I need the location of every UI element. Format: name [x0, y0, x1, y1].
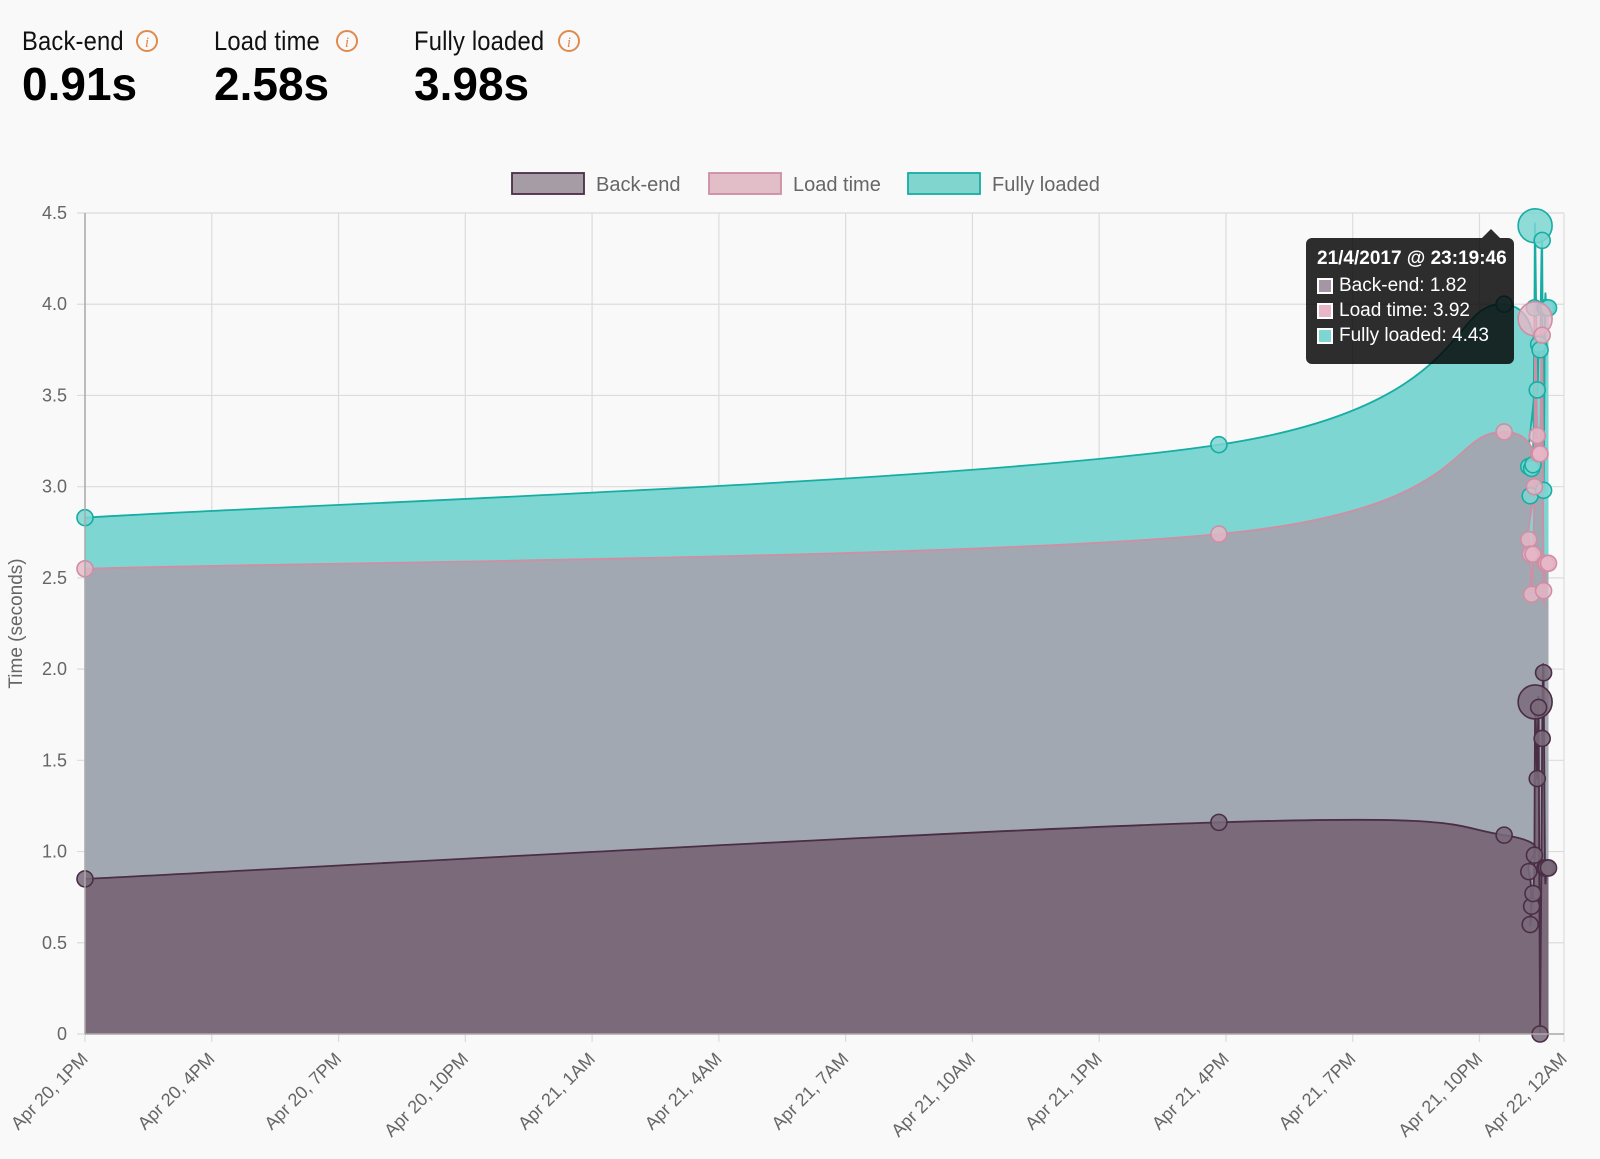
data-point-backend	[1524, 884, 1542, 903]
y-tick-label: 1.0	[42, 842, 67, 862]
tooltip-row-text: Load time: 3.92	[1339, 300, 1470, 321]
x-tick-label: Apr 21, 1PM	[1021, 1049, 1106, 1134]
data-point-load-time	[1210, 525, 1228, 543]
x-tick-label: Apr 22, 12AM	[1479, 1049, 1571, 1141]
data-point-fully-loaded	[1531, 341, 1549, 359]
legend-label-load-time: Load time	[793, 174, 881, 196]
y-tick-label: 3.0	[42, 477, 67, 497]
data-point-load-time	[1533, 326, 1551, 345]
x-tick-label: Apr 20, 1PM	[7, 1049, 92, 1134]
y-tick-label: 1.5	[42, 750, 67, 770]
data-point-backend	[1525, 846, 1544, 865]
metric-load-time: Load time i 2.58s	[214, 26, 358, 110]
metric-value: 0.91s	[22, 58, 138, 110]
metric-value: 2.58s	[214, 58, 330, 110]
x-tick-label: Apr 21, 4AM	[641, 1049, 726, 1134]
x-tick-label: Apr 21, 7PM	[1275, 1049, 1360, 1134]
legend-swatch-backend	[511, 172, 585, 195]
data-point-backend	[1519, 862, 1538, 881]
y-tick-label: 0.5	[42, 933, 67, 953]
y-tick-label: 2.0	[42, 659, 67, 679]
data-point-backend	[1533, 729, 1551, 748]
data-point-load-time	[1531, 445, 1549, 463]
x-tick-label: Apr 20, 7PM	[260, 1049, 345, 1134]
tooltip-row-backend: Back-end: 1.82	[1317, 276, 1514, 295]
legend-label-backend: Back-end	[596, 174, 681, 196]
data-point-backend	[1539, 859, 1558, 877]
metric-fully-loaded: Fully loaded i 3.98s	[414, 26, 580, 110]
tooltip-swatch	[1317, 277, 1333, 294]
x-tick-label: Apr 21, 1AM	[514, 1049, 599, 1134]
y-tick-label: 4.0	[42, 294, 67, 314]
tooltip-row-text: Back-end: 1.82	[1339, 275, 1467, 296]
info-icon[interactable]: i	[336, 30, 358, 52]
tooltip-swatch	[1317, 327, 1333, 344]
x-tick-label: Apr 21, 10PM	[1394, 1049, 1486, 1141]
data-point-fully-loaded	[1528, 381, 1547, 399]
metric-label: Fully loaded	[414, 26, 545, 56]
data-point-backend	[1534, 663, 1553, 682]
metric-label: Back-end	[22, 26, 124, 56]
tooltip-swatch	[1317, 302, 1333, 319]
data-point-backend	[1210, 813, 1228, 832]
y-tick-label: 0	[57, 1024, 67, 1044]
data-point-load-time	[1524, 545, 1542, 563]
data-point-load-time	[1528, 426, 1547, 445]
chart-tooltip: 21/4/2017 @ 23:19:46 Back-end: 1.82 Load…	[1306, 229, 1514, 364]
y-tick-label: 2.5	[42, 568, 67, 588]
legend-label-fully-loaded: Fully loaded	[992, 174, 1100, 196]
info-icon[interactable]: i	[558, 30, 580, 52]
x-tick-label: Apr 20, 4PM	[134, 1049, 219, 1134]
x-tick-label: Apr 21, 10AM	[887, 1049, 979, 1141]
x-tick-label: Apr 21, 4PM	[1148, 1049, 1233, 1134]
data-point-load-time	[1534, 581, 1553, 600]
metric-backend: Back-end i 0.91s	[22, 26, 158, 110]
data-point-load-time	[1495, 423, 1513, 441]
tooltip-title: 21/4/2017 @ 23:19:46	[1317, 248, 1507, 269]
data-point-backend	[1495, 826, 1513, 844]
metric-value: 3.98s	[414, 58, 530, 110]
series-area-backend	[85, 664, 1549, 1035]
tooltip-row-text: Fully loaded: 4.43	[1339, 325, 1489, 346]
info-icon[interactable]: i	[136, 30, 158, 52]
tooltip-row-fully-loaded: Fully loaded: 4.43	[1317, 326, 1514, 345]
data-point-backend	[1529, 698, 1548, 717]
y-axis-label: Time (seconds)	[6, 558, 27, 688]
tooltip-row-load-time: Load time: 3.92	[1317, 301, 1514, 320]
data-point-backend	[1521, 915, 1539, 934]
legend-swatch-load-time	[708, 172, 782, 195]
x-tick-label: Apr 21, 7AM	[768, 1049, 853, 1134]
data-point-load-time	[1519, 530, 1538, 549]
y-tick-label: 4.5	[42, 203, 67, 223]
legend-swatch-fully-loaded	[907, 172, 981, 195]
data-point-load-time	[1539, 554, 1558, 573]
data-point-fully-loaded	[1533, 231, 1551, 250]
x-tick-label: Apr 20, 10PM	[380, 1049, 472, 1141]
data-point-load-time	[1525, 477, 1544, 496]
y-tick-label: 3.5	[42, 385, 67, 405]
data-point-backend	[1528, 769, 1547, 788]
data-point-fully-loaded	[1210, 435, 1228, 454]
metric-label: Load time	[214, 26, 320, 56]
